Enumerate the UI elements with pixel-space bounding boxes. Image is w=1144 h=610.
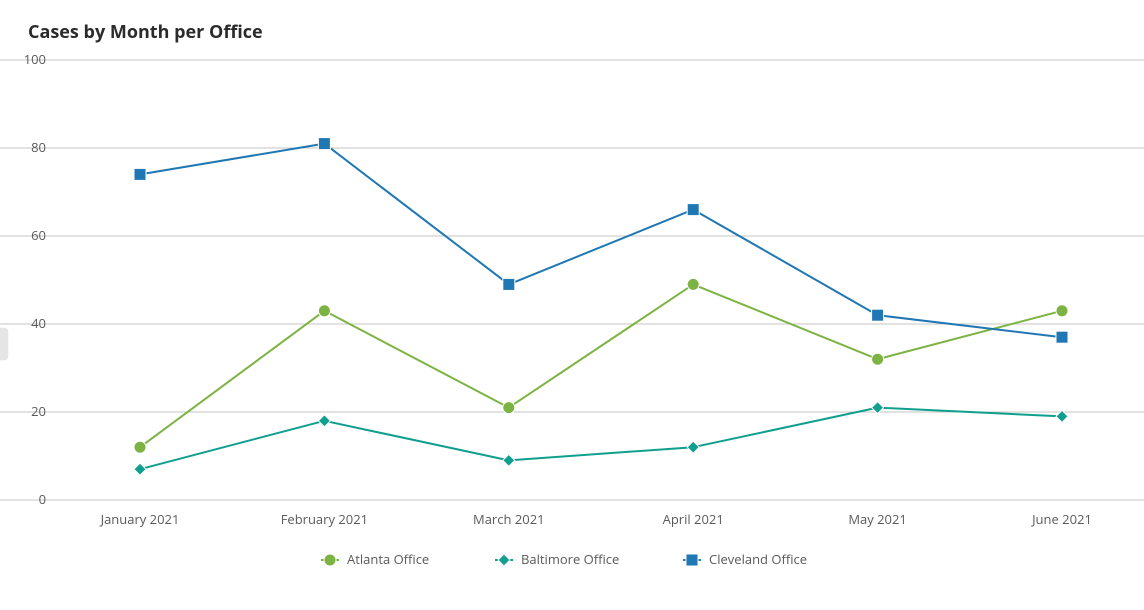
y-tick-label: 100 — [24, 50, 46, 68]
y-tick-label: 80 — [31, 138, 46, 156]
data-point[interactable] — [134, 168, 146, 180]
legend-label: Atlanta Office — [347, 550, 429, 568]
data-point[interactable] — [1056, 305, 1068, 317]
line-chart: 0 20 40 60 80 100 January 2021 February 2021 Mar… — [0, 0, 1144, 610]
legend-label: Cleveland Office — [709, 550, 807, 568]
x-tick-label: February 2021 — [281, 510, 368, 528]
left-edge-tab[interactable] — [0, 328, 8, 360]
data-point[interactable] — [318, 305, 330, 317]
y-tick-label: 20 — [31, 402, 46, 420]
y-tick-label: 60 — [31, 226, 46, 244]
x-tick-label: April 2021 — [663, 510, 724, 528]
data-point[interactable] — [872, 353, 884, 365]
data-point[interactable] — [687, 278, 699, 290]
x-tick-label: January 2021 — [99, 510, 180, 528]
y-tick-label: 40 — [31, 314, 46, 332]
data-point[interactable] — [1056, 331, 1068, 343]
data-point[interactable] — [318, 138, 330, 150]
y-tick-label: 0 — [39, 490, 46, 508]
data-point[interactable] — [503, 402, 515, 414]
x-tick-label: June 2021 — [1030, 510, 1092, 528]
x-tick-label: May 2021 — [848, 510, 907, 528]
chart-container: Cases by Month per Office 0 20 40 60 80 100 Ja… — [0, 0, 1144, 610]
chart-title: Cases by Month per Office — [28, 20, 263, 44]
data-point[interactable] — [872, 309, 884, 321]
legend-label: Baltimore Office — [521, 550, 619, 568]
data-point[interactable] — [503, 278, 515, 290]
data-point[interactable] — [134, 441, 146, 453]
data-point[interactable] — [687, 204, 699, 216]
x-tick-label: March 2021 — [473, 510, 545, 528]
